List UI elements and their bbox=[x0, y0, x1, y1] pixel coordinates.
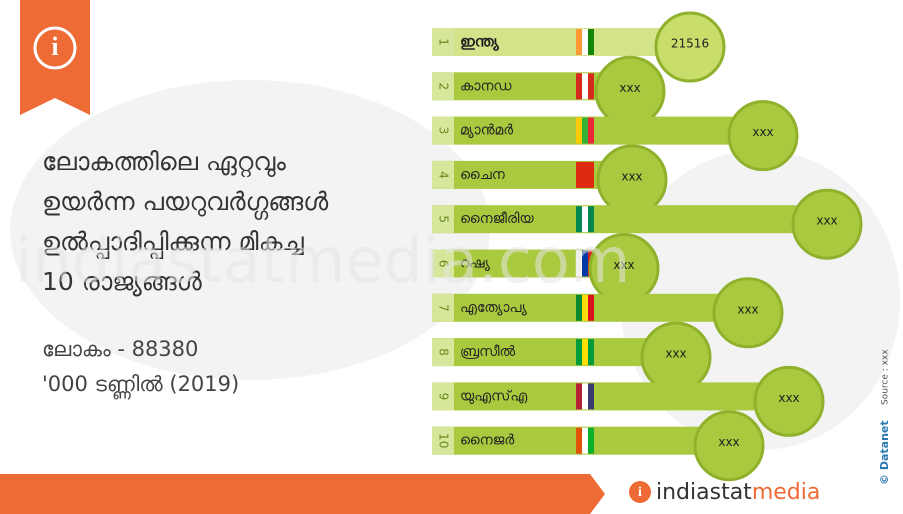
rank-strip bbox=[432, 205, 454, 234]
flag bbox=[576, 206, 582, 233]
rank-strip bbox=[432, 249, 454, 278]
flag bbox=[582, 427, 588, 454]
bubble bbox=[753, 365, 825, 437]
bubble bbox=[693, 410, 765, 482]
country: എത്യോപ്യ bbox=[460, 300, 527, 316]
brand: indiastatmedia bbox=[656, 480, 820, 505]
flag bbox=[588, 339, 594, 366]
rank: 10 bbox=[437, 433, 451, 448]
rank: 7 bbox=[437, 304, 451, 312]
rank: 9 bbox=[437, 393, 451, 401]
title-line: 10 രാജ്യങ്ങൾ bbox=[42, 267, 203, 296]
flag bbox=[576, 29, 582, 55]
rank: 4 bbox=[437, 171, 451, 179]
country: ചൈന bbox=[460, 167, 505, 183]
source: Source : xxx bbox=[881, 349, 891, 405]
value: xxx bbox=[613, 258, 634, 272]
flag bbox=[576, 383, 582, 410]
footer-bar bbox=[0, 474, 605, 514]
flag bbox=[582, 29, 588, 55]
title-line: ലോകത്തിലെ ഏറ്റവും bbox=[42, 147, 286, 178]
rank-strip bbox=[432, 382, 454, 411]
country: മ്യാൻമർ bbox=[460, 123, 513, 139]
title-line: ഉയർന്ന പയറുവർഗ്ഗങ്ങൾ bbox=[42, 187, 329, 221]
logo-icon bbox=[629, 481, 651, 503]
flag bbox=[582, 383, 588, 410]
info-icon bbox=[33, 26, 77, 70]
country: നൈജീരിയ bbox=[460, 211, 534, 227]
flag bbox=[576, 117, 582, 144]
value: xxx bbox=[619, 81, 640, 95]
rank-strip bbox=[432, 28, 454, 56]
unit: '000 ടണ്ണിൽ (2019) bbox=[42, 372, 239, 400]
country: ഇന്ത്യ bbox=[460, 33, 499, 52]
bubble bbox=[712, 277, 784, 349]
credit: © Datanet bbox=[878, 420, 891, 485]
flag bbox=[588, 73, 594, 100]
title-line: ഉൽപ്പാദിപ്പിക്കുന്ന മികച്ച bbox=[42, 227, 304, 259]
bar bbox=[432, 28, 690, 56]
value: xxx bbox=[816, 214, 837, 228]
flag bbox=[582, 73, 588, 100]
rank-strip bbox=[432, 160, 454, 189]
value: xxx bbox=[621, 169, 642, 183]
flag bbox=[588, 383, 594, 410]
world-total: ലോകം - 88380 bbox=[42, 337, 198, 361]
rank-strip bbox=[432, 116, 454, 145]
rank: 6 bbox=[437, 260, 451, 268]
value: xxx bbox=[665, 347, 686, 361]
bubble bbox=[727, 100, 799, 172]
flag bbox=[588, 294, 594, 321]
info-tab bbox=[20, 0, 90, 115]
bubble bbox=[791, 188, 863, 260]
flag bbox=[588, 117, 594, 144]
flag bbox=[576, 339, 582, 366]
rank: 8 bbox=[437, 348, 451, 356]
rank: 3 bbox=[437, 127, 451, 135]
rank: 1 bbox=[437, 38, 451, 46]
country: ബ്രസീൽ bbox=[460, 344, 516, 360]
flag bbox=[588, 427, 594, 454]
logo-icon: i bbox=[638, 485, 642, 500]
value: 21516 bbox=[671, 37, 709, 51]
title: ലോകത്തിലെ ഏറ്റവും ഉയർന്ന പയറുവർഗ്ഗങ്ങൾ ഉൽപ… bbox=[42, 147, 329, 296]
rank: 5 bbox=[437, 215, 451, 223]
flag bbox=[582, 117, 588, 144]
country: കാനഡ bbox=[460, 78, 512, 94]
value: xxx bbox=[778, 391, 799, 405]
flag bbox=[582, 250, 588, 277]
flag bbox=[576, 294, 582, 321]
value: xxx bbox=[752, 125, 773, 139]
flag bbox=[582, 294, 588, 321]
rank-strip bbox=[432, 72, 454, 101]
world-map bbox=[10, 80, 490, 380]
flag bbox=[582, 161, 588, 188]
flag bbox=[588, 161, 594, 188]
watermark: indiastatmedia.com bbox=[15, 224, 630, 297]
flag bbox=[576, 427, 582, 454]
bubble bbox=[654, 11, 726, 83]
value: xxx bbox=[718, 435, 739, 449]
country: നൈജർ bbox=[460, 433, 514, 449]
info-icon: i bbox=[51, 32, 58, 61]
flag bbox=[582, 339, 588, 366]
country: യുഎസ്എ bbox=[460, 388, 527, 404]
rank: 2 bbox=[437, 82, 451, 90]
flag bbox=[588, 206, 594, 233]
flag bbox=[576, 73, 582, 100]
bar bbox=[432, 205, 827, 234]
bar bbox=[432, 338, 676, 367]
rank-strip bbox=[432, 338, 454, 367]
rank-strip bbox=[432, 426, 454, 455]
bar bbox=[432, 116, 763, 145]
country: റഷ്യ bbox=[460, 256, 491, 272]
flag bbox=[588, 29, 594, 55]
bar bbox=[432, 382, 789, 411]
value: xxx bbox=[737, 302, 758, 316]
flag bbox=[576, 250, 582, 277]
flag bbox=[576, 161, 582, 188]
rank-strip bbox=[432, 293, 454, 322]
flag bbox=[582, 206, 588, 233]
